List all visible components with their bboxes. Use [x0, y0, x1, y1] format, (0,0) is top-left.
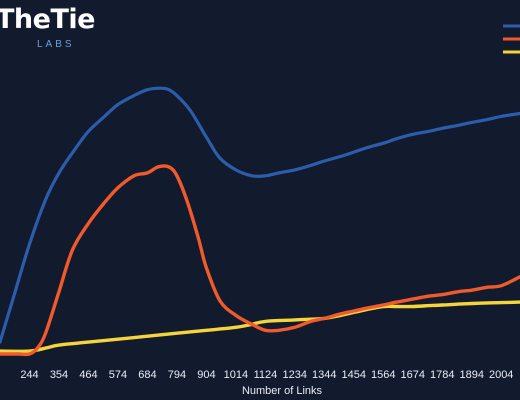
logo-wordmark: TheTie: [0, 4, 95, 35]
x-tick-label: 1344: [312, 369, 336, 381]
x-tick-label: 904: [197, 369, 215, 381]
x-tick-label: 1894: [460, 369, 484, 381]
x-tick-label: 1564: [371, 369, 395, 381]
x-tick-label: 684: [138, 369, 156, 381]
x-tick-label: 464: [79, 369, 97, 381]
x-tick-label: 244: [20, 369, 38, 381]
x-tick-label: 1014: [224, 369, 248, 381]
x-tick-label: 1674: [401, 369, 425, 381]
x-tick-label: 1784: [430, 369, 454, 381]
logo-subtitle: LABS: [37, 39, 75, 50]
x-axis-label: Number of Links: [242, 385, 323, 397]
x-tick-label: 1454: [342, 369, 366, 381]
legend: [503, 24, 520, 54]
x-tick-labels: 244 354 464 574 684 794 904 1014 1124 1234 1344 145…: [20, 369, 513, 381]
x-tick-label: 794: [168, 369, 186, 381]
series-layer: [0, 86, 520, 357]
series-line-2: [0, 164, 520, 357]
x-tick-label: 574: [109, 369, 127, 381]
x-tick-label: 1124: [254, 369, 278, 381]
x-tick-label: 2004: [489, 369, 513, 381]
series-line-1: [0, 86, 520, 344]
x-tick-label: 1234: [283, 369, 307, 381]
x-tick-label: 354: [50, 369, 68, 381]
